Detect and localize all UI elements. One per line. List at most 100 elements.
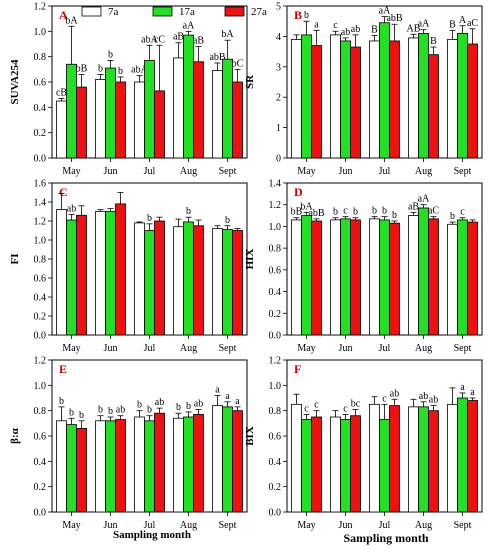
x-tick-label: May (297, 166, 315, 177)
x-tick-label: Aug (415, 520, 432, 531)
y-tick-label: 0.2 (34, 482, 47, 493)
data-label: aC (428, 206, 439, 217)
data-label: a (235, 396, 240, 407)
data-label: b (353, 207, 358, 218)
data-label: B (449, 19, 456, 30)
data-label: c (343, 403, 348, 414)
y-tick-label: 5 (276, 2, 281, 13)
x-tick-label: Aug (415, 166, 432, 177)
y-tick-label: 1.2 (34, 2, 47, 13)
data-label: c (333, 20, 338, 31)
panel-letter: F (294, 362, 301, 376)
bar-7a (134, 416, 145, 513)
data-label: b (118, 66, 123, 77)
bar-7a (212, 405, 223, 513)
x-tick-label: Jun (339, 520, 353, 531)
x-tick-label: May (62, 343, 80, 354)
data-label: ab (67, 203, 76, 214)
bar-27a (428, 218, 439, 336)
bar-27a (350, 219, 361, 336)
data-label: b (79, 410, 84, 421)
bar-7a (330, 219, 341, 336)
data-label: a (225, 391, 230, 402)
bar-7a (408, 37, 419, 159)
data-label: b (186, 206, 191, 217)
bar-27a (311, 220, 322, 336)
bar-27a (232, 81, 243, 159)
y-tick-label: 0.6 (269, 265, 282, 276)
bar-7a (173, 57, 184, 159)
bar-27a (389, 405, 400, 513)
data-label: b (372, 206, 377, 217)
data-label: b (450, 211, 455, 222)
bar-27a (154, 90, 165, 159)
data-label: c (314, 400, 319, 411)
data-label: b (304, 10, 309, 21)
y-tick-label: 0.4 (34, 103, 47, 114)
data-label: a (314, 19, 319, 30)
bar-27a (350, 415, 361, 513)
bar-27a (389, 222, 400, 336)
data-label: bB (76, 63, 88, 74)
bar-17a (340, 40, 351, 159)
bar-7a (408, 406, 419, 513)
data-label: ab (155, 397, 164, 408)
x-tick-label: Sept (454, 343, 472, 354)
data-label: b (382, 206, 387, 217)
y-tick-label: 0.6 (34, 78, 47, 89)
panel-letter: B (294, 8, 302, 22)
data-label: bc (351, 398, 361, 409)
panel-A: 0.0 0.2 0.4 0.6 0.8 1.0 1.2 SUVA254 A May cB bA bB Ju… (9, 2, 248, 177)
bar-27a (154, 220, 165, 336)
y-tick-label: 0.6 (34, 274, 47, 285)
bar-17a (105, 420, 116, 513)
y-tick-label: 3 (276, 62, 281, 73)
bar-7a (56, 100, 67, 159)
panel-letter: C (59, 185, 68, 199)
data-label: bB (291, 207, 303, 218)
bar-27a (193, 225, 204, 336)
x-tick-label: Jul (379, 520, 391, 531)
y-tick-label: 2 (276, 93, 281, 104)
x-tick-label: Jul (379, 343, 391, 354)
bar-7a (330, 34, 341, 159)
data-label: abB (308, 208, 324, 219)
bar-17a (144, 420, 155, 513)
bar-7a (134, 81, 145, 159)
bar-27a (389, 40, 400, 159)
x-tick-label: Sept (219, 166, 237, 177)
data-label: ab (194, 398, 203, 409)
bar-27a (232, 410, 243, 513)
bar-17a (66, 424, 77, 513)
y-tick-label: 1 (276, 123, 281, 134)
y-tick-label: 1.2 (34, 356, 47, 367)
y-tick-label: 0.0 (34, 154, 47, 165)
x-tick-label: Sept (219, 343, 237, 354)
bar-17a (144, 60, 155, 159)
y-tick-label: 0.8 (34, 406, 47, 417)
y-tick-label: 0.2 (34, 312, 47, 323)
data-label: b (147, 405, 152, 416)
data-label: bA (300, 201, 313, 212)
y-axis-title: BIX (244, 426, 256, 446)
data-label: aA (418, 19, 430, 30)
bar-17a (66, 219, 77, 336)
data-label: a (470, 387, 475, 398)
data-label: b (69, 407, 74, 418)
y-tick-label: 1.0 (34, 236, 47, 247)
x-tick-label: Jun (104, 166, 118, 177)
bar-17a (183, 221, 194, 336)
bar-27a (193, 61, 204, 159)
y-tick-label: 0.4 (269, 457, 282, 468)
panels: 0.00.20.40.60.81.01.2SUVA254AMaycBbAbBJu… (9, 2, 483, 531)
data-label: ab (390, 388, 399, 399)
data-label: b (108, 406, 113, 417)
x-tick-label: Aug (415, 343, 432, 354)
data-label: aA (379, 6, 391, 17)
bar-7a (95, 79, 106, 159)
bar-17a (222, 229, 233, 336)
data-label: abB (386, 13, 402, 24)
